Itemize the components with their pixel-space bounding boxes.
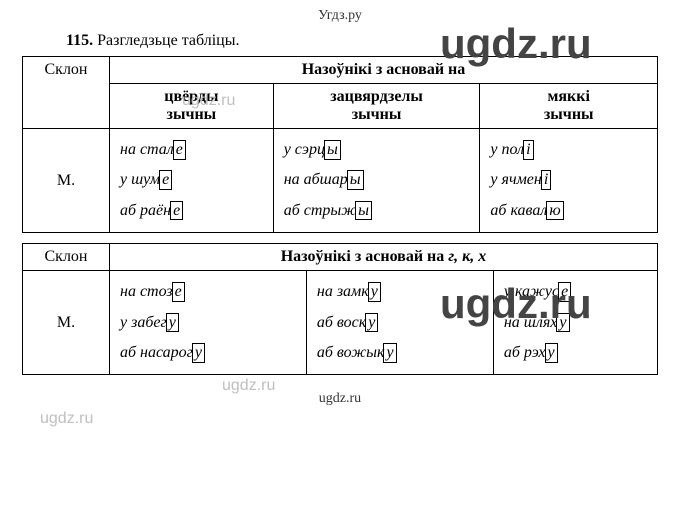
t2-c2-b-box: у [365, 313, 378, 333]
page-footer: ugdz.ru [0, 385, 680, 407]
t2-header-main-em: г, к, х [448, 248, 486, 265]
t2-c3-a-box: е [558, 282, 571, 302]
exercise-line: 115. Разгледзьце табліцы. [0, 24, 680, 50]
t1-sub3-l1: мяккі [547, 88, 589, 105]
t2-c2-b-pre: аб воск [317, 314, 366, 331]
t2-c3-b-box: у [556, 313, 569, 333]
t1-c1-b-pre: у шум [120, 171, 160, 188]
t1-c1: на стале у шуме аб раёне [110, 129, 274, 233]
t1-c2-a-pre: у сэрц [284, 141, 325, 158]
t2-c1-c-box: у [192, 343, 205, 363]
t1-c2-b-pre: на абшар [284, 171, 348, 188]
t2-c3: у кажусе на шляху аб рэху [493, 271, 657, 375]
t2-c1-a-box: е [172, 282, 185, 302]
exercise-number: 115. [66, 32, 93, 49]
t1-sub1: цвёрды зычны [110, 84, 274, 129]
table-1: Склон Назоўнікі з асновай на цвёрды зычн… [22, 56, 658, 233]
t2-row-label: М. [23, 271, 110, 375]
t2-c2-a-pre: на замк [317, 283, 369, 300]
t1-c3-b-pre: у ячмен [490, 171, 541, 188]
t1-c2: у сэрцы на абшары аб стрыжы [273, 129, 480, 233]
t2-c1-b-box: у [166, 313, 179, 333]
t1-sub3-l2: зычны [544, 106, 594, 123]
exercise-text: Разгледзьце табліцы. [97, 32, 239, 49]
t1-c3-c-box: ю [546, 201, 563, 221]
t1-row-label: М. [23, 129, 110, 233]
t1-c1-a-pre: на стал [120, 141, 174, 158]
t1-c2-b-box: ы [347, 170, 364, 190]
t1-sub1-l1: цвёрды [164, 88, 218, 105]
t2-header-main: Назоўнікі з асновай на г, к, х [110, 244, 658, 271]
t2-c1-b-pre: у забег [120, 314, 167, 331]
t1-header-main: Назоўнікі з асновай на [110, 57, 658, 84]
t2-header-main-pre: Назоўнікі з асновай на [281, 248, 449, 265]
t1-c1-b-box: е [159, 170, 172, 190]
t1-c1-c-box: е [170, 201, 183, 221]
t1-c2-c-pre: аб стрыж [284, 202, 356, 219]
t1-sub1-l2: зычны [167, 106, 217, 123]
t2-c2-c-pre: аб вожык [317, 344, 385, 361]
t2-c1-c-pre: аб насарог [120, 344, 193, 361]
t1-c3-b-box: і [541, 170, 551, 190]
t1-c3: у полі у ячмені аб кавалю [480, 129, 658, 233]
t1-c2-a-box: ы [324, 140, 341, 160]
t2-c1-a-pre: на стоз [120, 283, 173, 300]
t2-c3-a-pre: у кажус [504, 283, 559, 300]
t2-header-sklon: Склон [23, 244, 110, 271]
t1-sub2: зацвярдзелы зычны [273, 84, 480, 129]
t1-c1-c-pre: аб раён [120, 202, 171, 219]
t2-c2-a-box: у [368, 282, 381, 302]
t1-c3-a-pre: у пол [490, 141, 524, 158]
t2-c3-c-box: у [545, 343, 558, 363]
t2-c2-c-box: у [383, 343, 396, 363]
table-2: Склон Назоўнікі з асновай на г, к, х М. … [22, 243, 658, 375]
t1-sub3: мяккі зычны [480, 84, 658, 129]
t1-c3-c-pre: аб кавал [490, 202, 547, 219]
t1-c1-a-box: е [173, 140, 186, 160]
t2-c3-c-pre: аб рэх [504, 344, 546, 361]
t2-c2: на замку аб воску аб вожыку [306, 271, 493, 375]
t1-sub2-l1: зацвярдзелы [330, 88, 423, 105]
page-header: Угдз.ру [0, 0, 680, 24]
t1-header-sklon: Склон [23, 57, 110, 129]
t1-c3-a-box: і [523, 140, 533, 160]
t1-sub2-l2: зычны [352, 106, 402, 123]
watermark-small-3: ugdz.ru [40, 410, 93, 428]
t2-c3-b-pre: на шлях [504, 314, 558, 331]
t2-c1: на стозе у забегу аб насарогу [110, 271, 307, 375]
t1-c2-c-box: ы [355, 201, 372, 221]
